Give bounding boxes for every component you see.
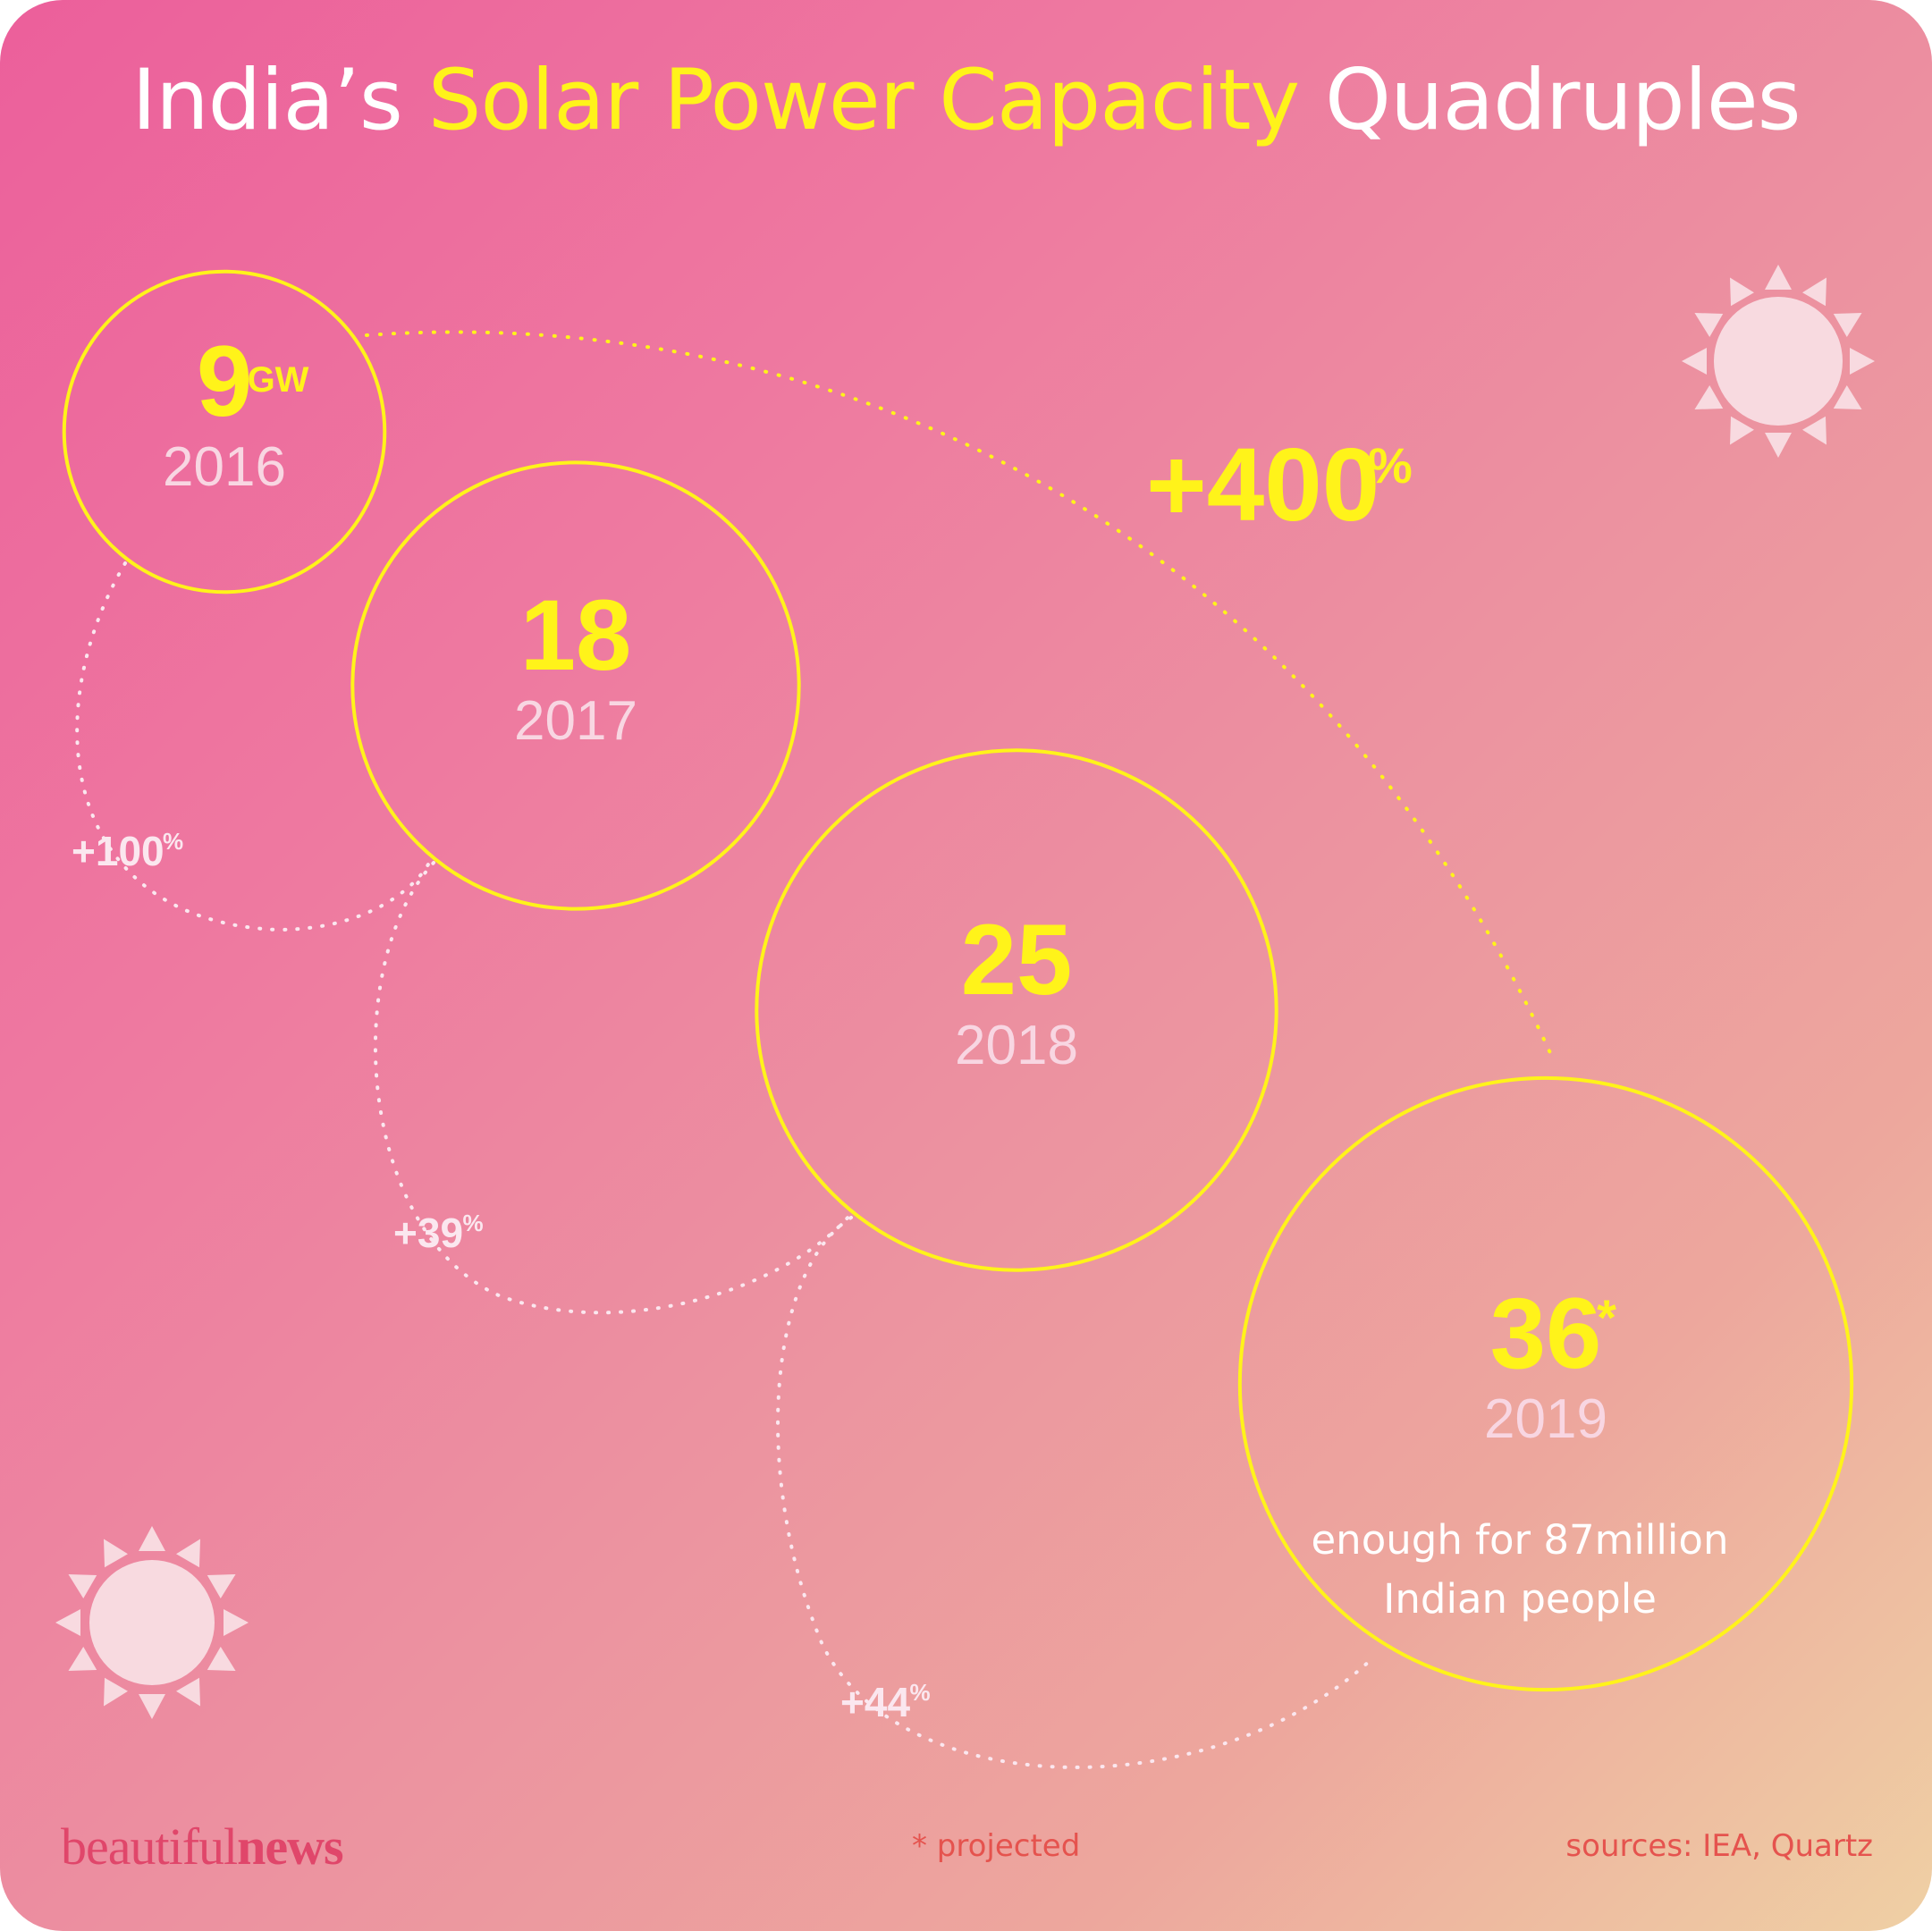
sun-ray [1730,277,1754,307]
bubbles [62,269,1854,1692]
connector-arc-2 [373,861,851,1315]
change-label-2017: +100 [72,828,165,874]
total-change-unit: % [1368,437,1413,493]
sun-ray [139,1694,165,1719]
sun-disc [89,1560,215,1685]
sun-ray [104,1539,128,1568]
brand-part-2: news [237,1817,343,1876]
title-suffix: Quadruples [1299,52,1801,149]
sun-ray [1802,277,1827,307]
title-highlight: Solar Power Capacity [427,52,1300,149]
bubble-2018 [755,748,1278,1272]
sun-ray [207,1647,236,1671]
value-label-2017: 18 [520,579,632,691]
bubble-2016 [62,269,387,594]
change-unit-2017: % [163,828,183,855]
page-title: India’s Solar Power Capacity Quadruples [0,52,1932,149]
impact-note-line-2: Indian people [1383,1575,1657,1623]
impact-note: enough for 87million Indian people [1198,1511,1842,1629]
sun-ray [1694,385,1724,409]
change-unit-2019: % [910,1679,931,1706]
sun-ray [68,1574,97,1598]
sun-ray [176,1677,200,1707]
title-prefix: India’s [131,52,428,149]
unit-label: GW [248,360,309,400]
sun-ray [1833,313,1862,337]
sun-ray [55,1609,80,1636]
year-label-2018: 2018 [955,1015,1078,1076]
year-label-2016: 2016 [163,436,286,498]
brand-part-1: beautiful [61,1817,238,1876]
sun-ray [207,1574,236,1598]
sun-ray [1833,385,1862,409]
value-label-2016: 9 [197,325,252,437]
sun-ray [1850,348,1875,375]
suns [55,265,1875,1719]
sun-icon [55,1526,249,1719]
projected-marker: * [1597,1289,1616,1345]
sun-ray [1765,265,1792,290]
value-label-2019: 36 [1490,1277,1602,1389]
sun-ray [224,1609,249,1636]
sun-ray [1694,313,1724,337]
sun-ray [1682,348,1707,375]
sun-ray [1802,416,1827,445]
sun-disc [1714,297,1843,426]
sun-ray [104,1677,128,1707]
change-label-2019: +44 [840,1679,910,1725]
projected-footnote: * projected [912,1828,1081,1864]
year-label-2019: 2019 [1484,1388,1607,1450]
connector-arc-3 [776,1216,1374,1769]
sun-icon [1682,265,1875,458]
sun-ray [176,1539,200,1568]
total-change-arc [365,330,1553,1057]
total-change-label: +400 [1146,426,1379,543]
change-label-2018: +39 [393,1210,463,1256]
sources-note: sources: IEA, Quartz [1565,1828,1873,1864]
value-label-2018: 25 [961,904,1073,1016]
connector-arcs [75,330,1553,1769]
brand-logo: beautifulnews [61,1817,344,1876]
bubble-2019 [1237,1075,1854,1692]
change-unit-2018: % [463,1210,484,1236]
sun-ray [1765,433,1792,458]
sun-ray [1730,416,1754,445]
bubble-2017 [350,460,801,911]
sun-ray [68,1647,97,1671]
impact-note-line-1: enough for 87million [1311,1516,1729,1564]
year-label-2017: 2017 [514,690,637,752]
connector-arc-1 [75,561,431,932]
sun-ray [139,1526,165,1551]
